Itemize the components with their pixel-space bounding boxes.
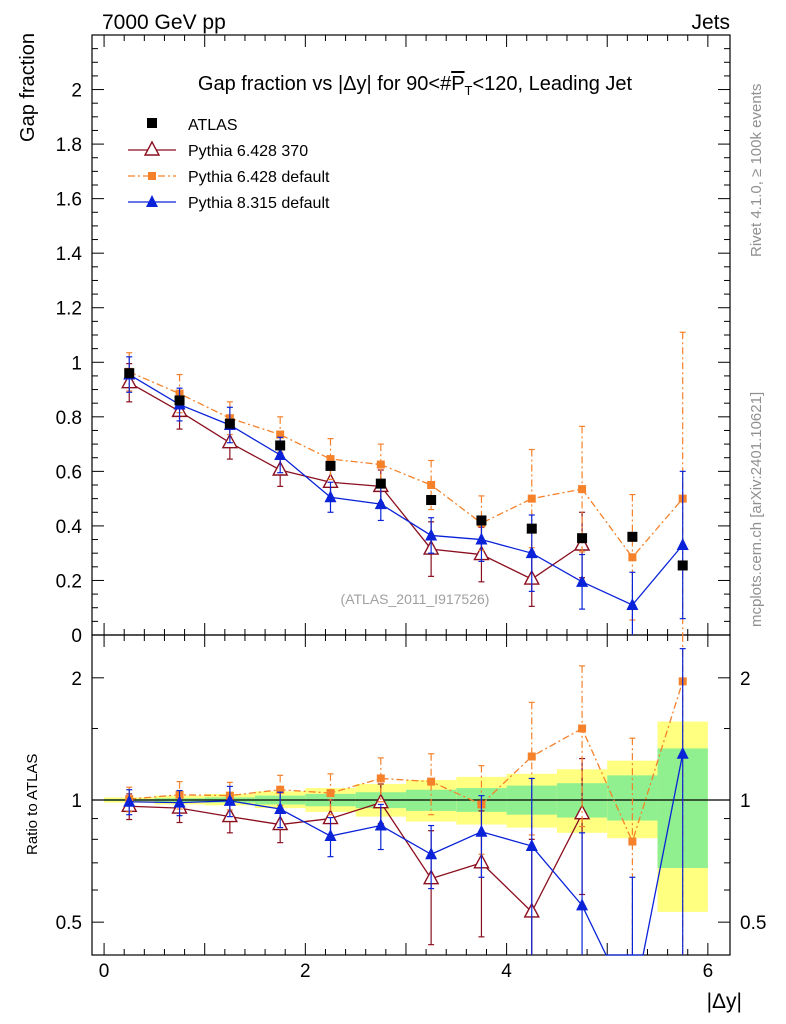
main-point-atlas [275,440,286,451]
ratio-plot-frame [91,634,731,956]
ratio-point-py8 [676,746,689,759]
main-point-atlas [476,515,487,526]
ratio-point-py6_default [628,837,637,846]
main-point-atlas [677,560,688,571]
ratio-y-tick-label: 0.5 [56,913,82,934]
ratio-y-tick-label-right: 0.5 [740,913,766,934]
ratio-y-tick-label-right: 2 [740,669,751,690]
main-plot-title: Gap fraction vs |Δy| for 90<#PT<120, Lea… [198,73,633,98]
main-line-py6_370 [128,382,583,580]
ratio-y-tick-label: 1 [71,791,82,812]
main-point-py6_default [376,460,385,469]
header-energy-label: 7000 GeV pp [102,11,226,34]
mcplots-label: mcplots.cern.ch [arXiv:2401.10621] [748,392,765,627]
ratio-y-tick-label-right: 1 [740,791,751,812]
header-jets-label: Jets [691,11,730,34]
title-subscript: T [465,83,473,98]
main-point-atlas [426,495,437,505]
main-y-tick-label: 0.4 [56,517,83,538]
ratio-point-py6_default [376,774,385,783]
ratio-point-py8 [475,824,488,837]
ratio-point-py8 [324,829,337,842]
ratio-point-py8 [223,793,236,806]
main-y-tick-label: 1.8 [56,135,82,156]
main-point-py8 [576,574,589,587]
main-line-py6_default [128,371,684,559]
main-point-py6_default [578,485,587,494]
main-point-atlas [526,523,537,534]
ratio-y-tick-label: 2 [71,669,82,690]
legend: ATLAS Pythia 6.428 370 Pythia 6.428 defa… [128,117,330,212]
x-tick-label: 0 [99,961,110,982]
x-tick-label: 6 [703,961,714,982]
ratio-point-py6_default [527,752,536,761]
main-point-atlas [224,418,235,429]
title-pt: P [451,73,464,95]
main-point-atlas [325,460,336,471]
ratio-point-py6_default [427,777,436,786]
legend-marker-py6-370 [143,140,161,156]
main-point-py8 [525,546,538,559]
ratio-point-py8 [425,847,438,860]
legend-marker-py8 [146,195,158,207]
ratio-point-py6_default [326,789,335,798]
main-point-py6_default [628,553,637,562]
main-point-py6_default [326,455,335,464]
ratio-point-py8 [576,898,589,911]
main-point-py6_default [276,430,285,439]
x-tick-label: 2 [300,961,311,982]
main-point-py8 [626,598,639,610]
ratio-line-py6_default [129,681,684,844]
main-y-tick-label: 0.2 [56,571,82,592]
legend-label-py6-370: Pythia 6.428 370 [188,143,308,160]
main-y-tick-label: 0.6 [56,462,82,483]
main-y-tick-label: 1.4 [56,244,83,265]
main-y-tick-label: 1.2 [56,299,82,320]
main-y-tick-label: 2 [71,81,82,102]
title-suffix: <120, Leading Jet [473,73,633,95]
title-prefix: Gap fraction vs |Δy| for 90<# [198,73,452,95]
main-point-py8 [374,497,387,510]
x-axis-title: |Δy| [707,990,742,1013]
legend-marker-py6-default [148,172,156,180]
main-point-atlas [577,533,588,544]
main-point-py8 [425,528,438,541]
main-y-axis-title: Gap fraction [17,33,39,142]
legend-label-py6-default: Pythia 6.428 default [188,169,330,186]
main-point-atlas [627,531,638,542]
ratio-point-py8 [123,794,136,807]
legend-marker-atlas [147,118,157,128]
legend-label-atlas: ATLAS [188,117,238,134]
main-y-tick-label: 1.6 [56,190,82,211]
main-point-atlas [124,368,135,379]
ratio-line-py6_370 [129,801,583,913]
main-line-py8 [128,373,684,606]
legend-label-py8: Pythia 8.315 default [188,195,330,212]
ratio-point-py8 [274,802,287,815]
ratio-y-axis-title: Ratio to ATLAS [24,754,41,855]
main-point-atlas [174,395,185,406]
x-tick-label: 4 [501,961,512,982]
main-point-py6_default [427,481,436,489]
analysis-watermark: (ATLAS_2011_I917526) [341,591,490,607]
main-point-py6_default [527,494,536,503]
main-point-py8 [274,448,287,460]
main-y-tick-label: 1 [71,353,82,374]
ratio-point-py8 [525,839,538,852]
rivet-version-label: Rivet 4.1.0, ≥ 100k events [748,84,765,257]
ratio-band-inner [607,775,658,821]
main-y-tick-label: 0.8 [56,408,82,429]
ratio-point-py6_default [578,724,587,733]
main-point-atlas [375,478,386,489]
main-point-py8 [676,538,689,550]
ratio-point-py6_default [276,785,285,794]
main-point-py8 [475,532,488,545]
main-y-tick-label: 0 [71,626,82,647]
ratio-point-py8 [173,795,186,808]
ratio-point-py8 [374,818,387,831]
main-point-py8 [324,490,337,503]
